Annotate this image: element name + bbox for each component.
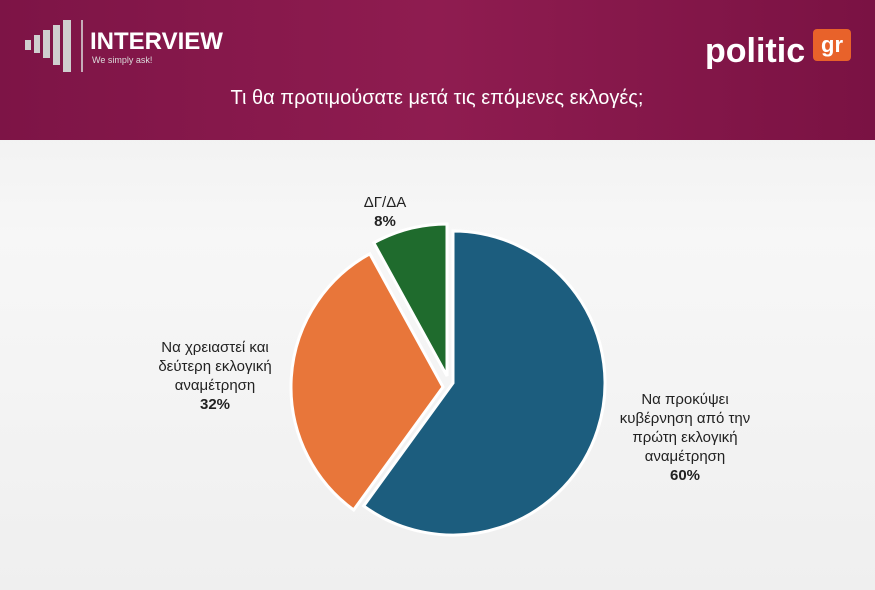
header: INTERVIEW We simply ask! politic gr Τι θ… — [0, 0, 875, 140]
slice-label: Να προκύψει κυβέρνηση από την πρώτη εκλο… — [615, 390, 755, 485]
value-label: 60% — [669, 467, 701, 484]
logo-suffix: gr — [821, 32, 843, 57]
value-label: 8% — [374, 213, 396, 230]
pie-slice — [289, 251, 445, 513]
category-label: Να προκύψει κυβέρνηση από την πρώτη εκλο… — [619, 391, 751, 465]
header-graphics: INTERVIEW We simply ask! politic gr Τι θ… — [25, 20, 851, 109]
logo: politic — [705, 32, 805, 70]
category-label: ΔΓ/ΔΑ — [363, 194, 407, 211]
slice-label: Να χρειαστεί και δεύτερη εκλογική αναμέτ… — [150, 338, 280, 414]
value-label: 32% — [199, 396, 231, 413]
chart-title: Τι θα προτιμούσατε μετά τις επόμενες εκλ… — [231, 87, 644, 109]
category-label: Να χρειαστεί και δεύτερη εκλογική αναμέτ… — [158, 339, 272, 394]
tagline: We simply ask! — [92, 55, 152, 65]
pie-slice — [361, 229, 607, 537]
brand: INTERVIEW — [90, 28, 223, 55]
brand-icon — [25, 20, 71, 72]
pie-slice — [371, 222, 449, 377]
slice-label: ΔΓ/ΔΑ 8% — [325, 193, 445, 231]
